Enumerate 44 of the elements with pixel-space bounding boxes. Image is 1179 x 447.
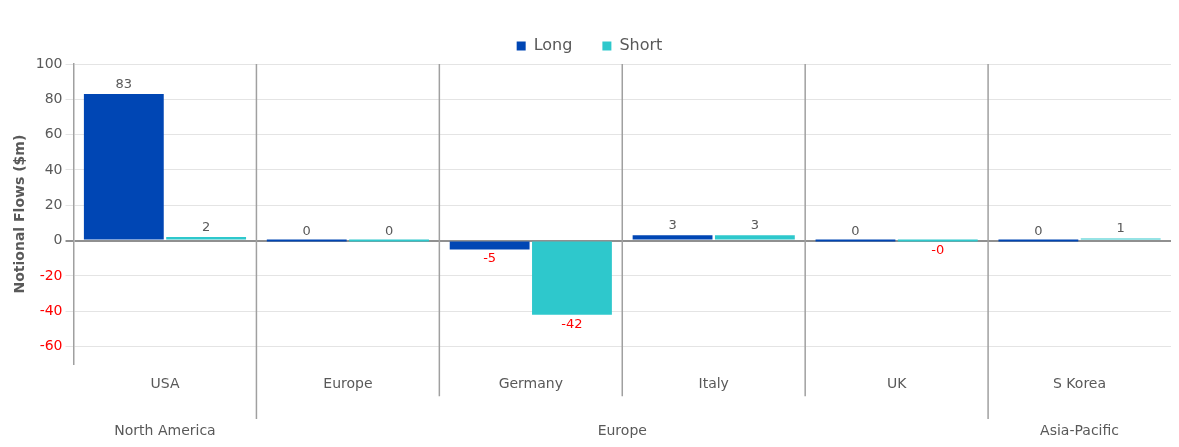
y-tick-label: -40: [39, 301, 63, 318]
x-tick-label: Germany: [498, 375, 563, 392]
bar: [83, 94, 164, 240]
data-label: 0: [1034, 223, 1043, 239]
data-label: 0: [302, 223, 311, 239]
bar: [632, 235, 713, 240]
y-tick-label: -20: [39, 266, 63, 283]
data-label: 2: [201, 218, 211, 234]
bar: [815, 239, 896, 242]
text: North America: [114, 421, 216, 438]
data-label: -42: [561, 315, 583, 331]
x-tick-label: S Korea: [1053, 375, 1107, 392]
data-label: 1: [1116, 220, 1125, 236]
bar: [166, 237, 247, 240]
x-tick-label: Italy: [698, 375, 729, 392]
bar: [266, 239, 347, 242]
x-tick-label: USA: [150, 375, 180, 392]
legend-label: Short: [619, 35, 663, 55]
bar: [714, 235, 795, 240]
bar: [897, 239, 978, 242]
data-label: 0: [384, 223, 394, 239]
y-tick-label: 100: [35, 54, 63, 71]
x-tick-label: Europe: [323, 375, 373, 392]
y-tick-label: 60: [44, 125, 63, 142]
y-tick-label: -60: [39, 337, 63, 354]
data-label: 3: [668, 217, 677, 233]
y-tick-label: 20: [44, 195, 63, 212]
data-label: 0: [851, 223, 860, 239]
data-label: -5: [483, 250, 497, 266]
y-tick-label: 0: [53, 231, 63, 248]
bar: [349, 239, 429, 242]
y-axis-title: Notional Flows ($m): [11, 134, 28, 294]
data-label: 3: [750, 217, 760, 233]
legend-label: Long: [533, 35, 573, 55]
text: Europe: [597, 421, 647, 438]
bar: [532, 241, 612, 315]
data-label: 83: [115, 75, 133, 91]
bar: [998, 239, 1079, 242]
text: Asia-Pacific: [1040, 421, 1119, 438]
data-label: -0: [931, 242, 945, 258]
bar: [449, 241, 530, 250]
y-tick-label: 80: [44, 89, 63, 106]
x-tick-label: UK: [886, 375, 908, 392]
y-tick-label: 40: [44, 160, 63, 177]
